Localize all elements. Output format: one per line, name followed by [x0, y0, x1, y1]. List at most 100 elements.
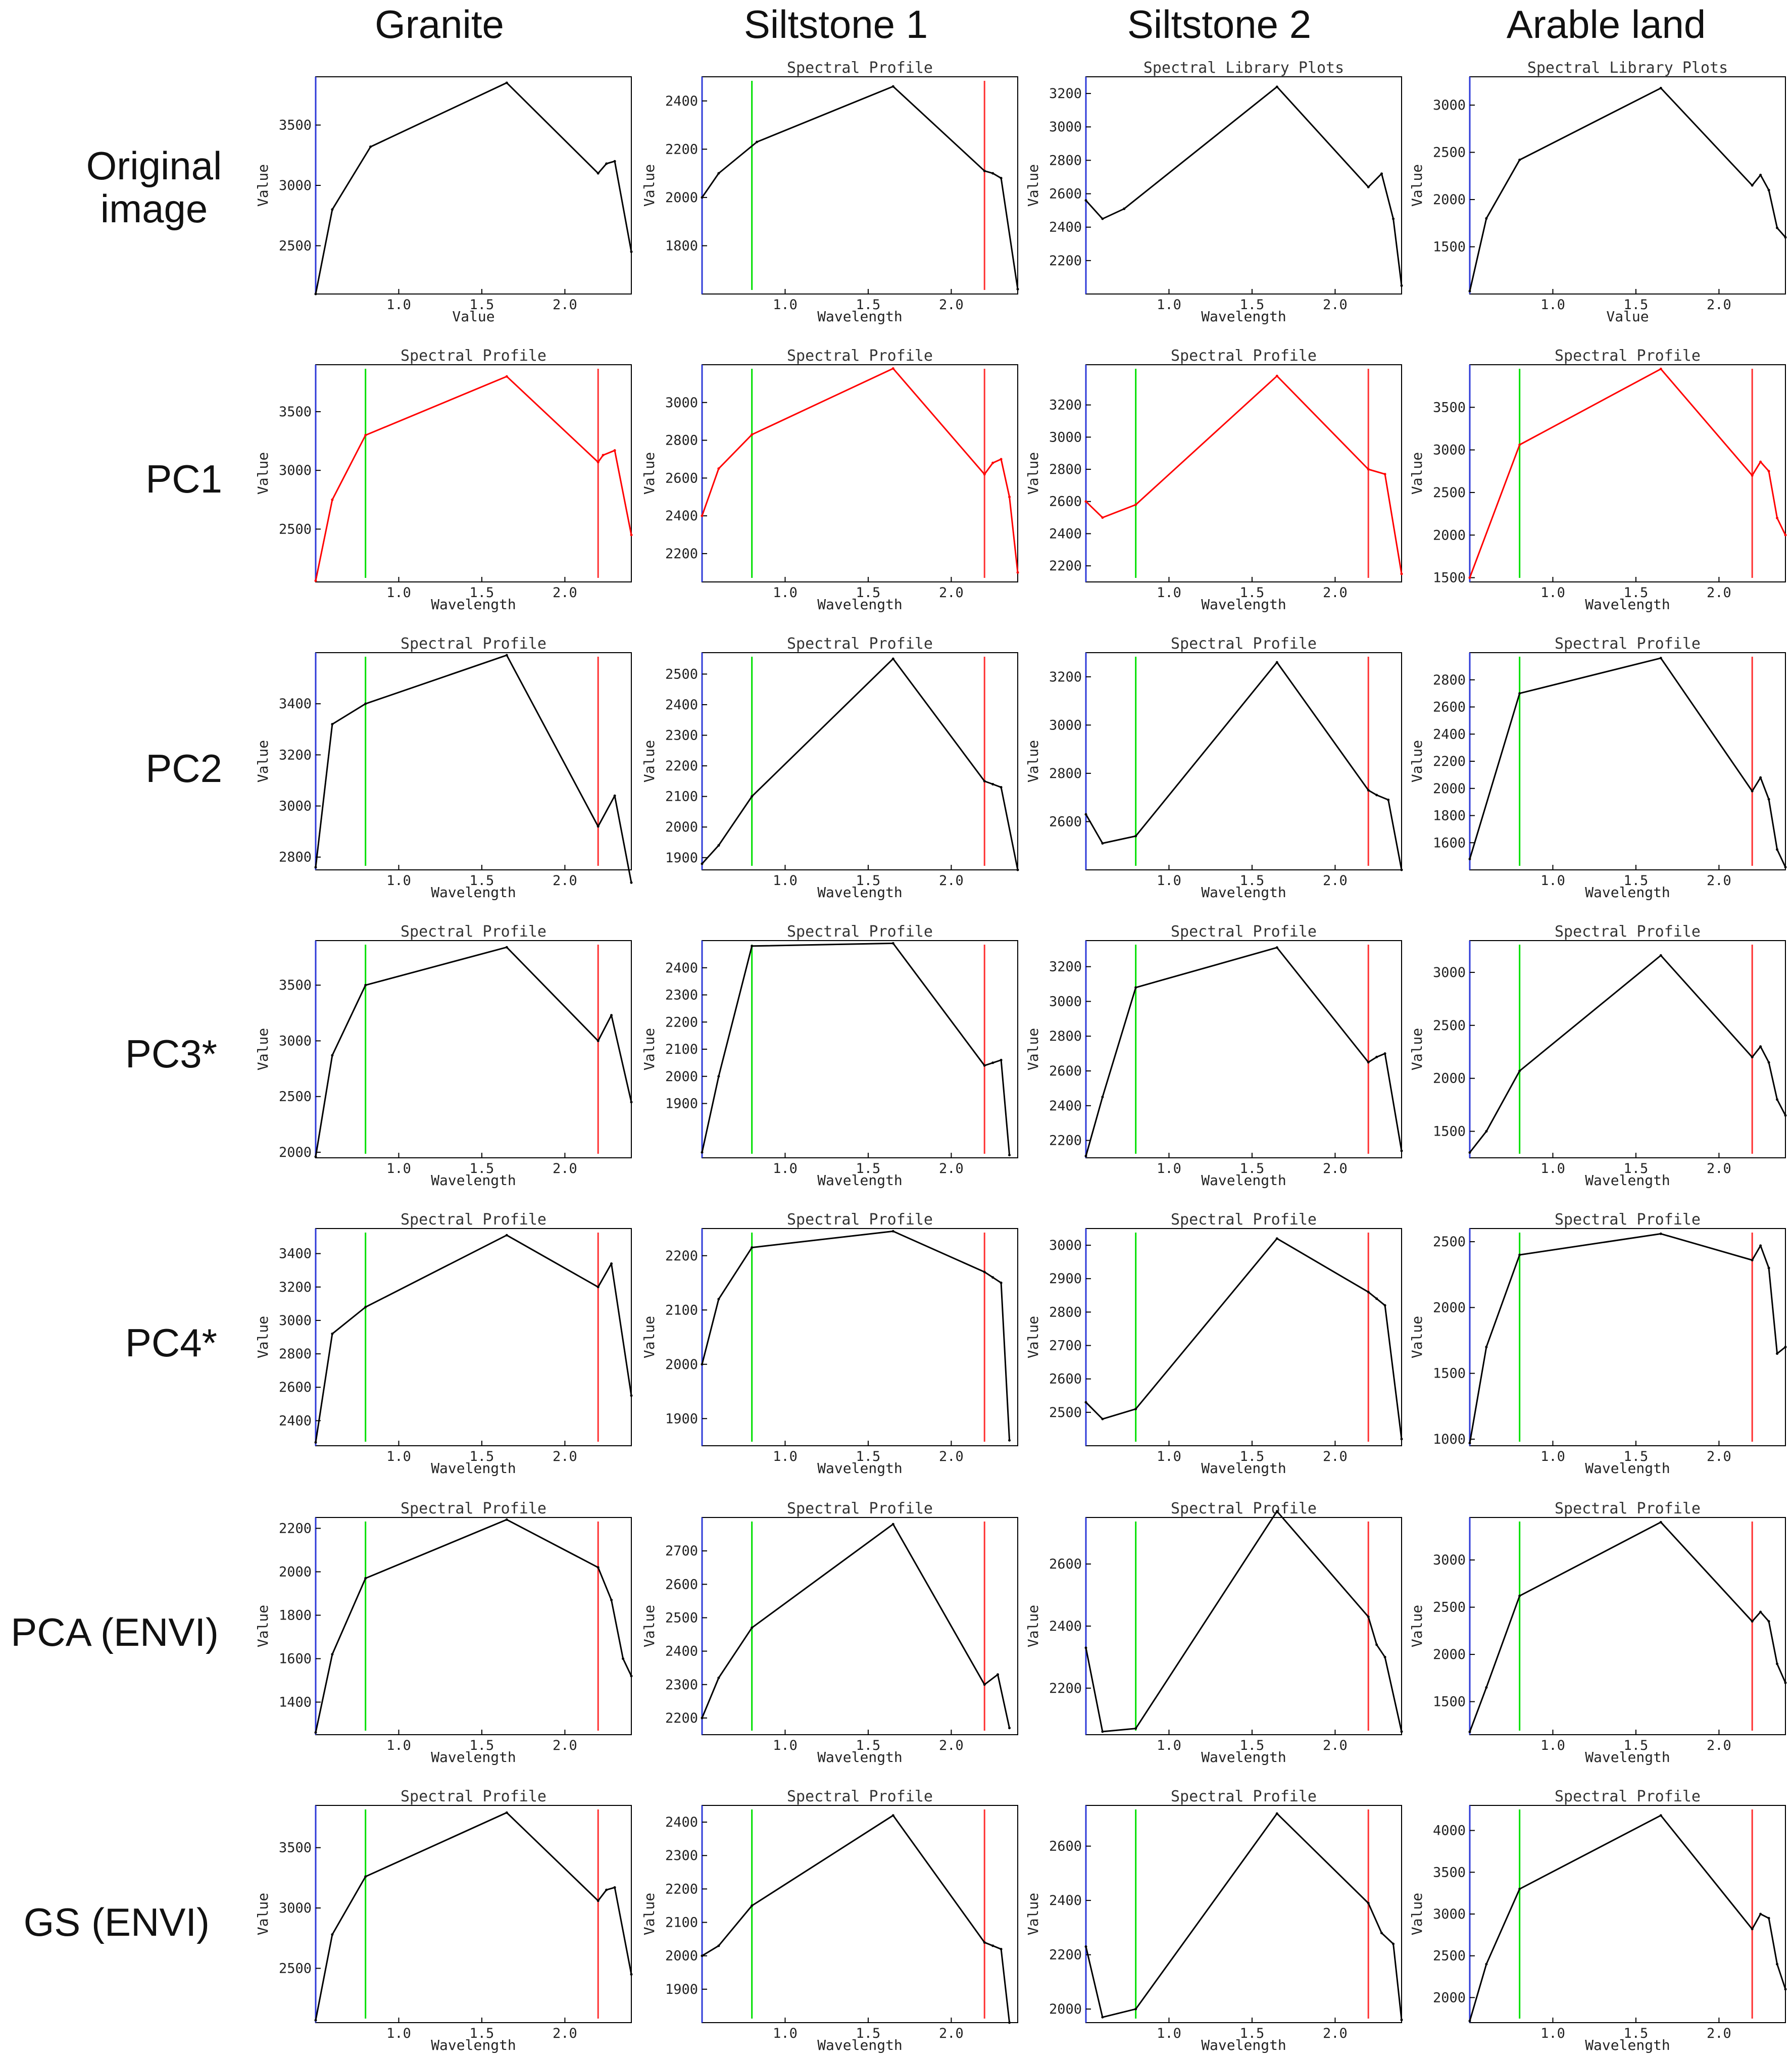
- spectral-chart-4-0: Spectral Profile 2400 2600 2800 3000 3200 3400…: [255, 1211, 633, 1477]
- y-tick-label: 2500: [1049, 1405, 1082, 1420]
- column-header-granite: Granite: [375, 2, 504, 46]
- plot-frame: [1085, 940, 1402, 1158]
- curve-point: [983, 169, 986, 172]
- y-tick-label: 2600: [1049, 186, 1082, 202]
- curve-point: [1000, 177, 1003, 180]
- y-tick-label: 2600: [1049, 814, 1082, 829]
- x-axis-label: Value: [452, 308, 494, 325]
- curve-point: [314, 579, 317, 582]
- chart-title: Spectral Profile: [1171, 635, 1317, 653]
- curve-point: [1767, 1917, 1770, 1920]
- curve-point: [1776, 517, 1779, 520]
- curve-point: [1101, 1730, 1104, 1733]
- y-tick-label: 2000: [1433, 1647, 1466, 1662]
- curve-point: [991, 1944, 994, 1947]
- x-axis-label: Wavelength: [1201, 2037, 1286, 2053]
- x-tick-label: 2.0: [1707, 585, 1731, 601]
- y-tick-label: 2800: [1049, 153, 1082, 168]
- curve-point: [1275, 85, 1278, 88]
- curve-point: [1367, 1061, 1370, 1064]
- curve-point: [1485, 1963, 1488, 1966]
- y-tick-label: 2000: [665, 1069, 698, 1085]
- curve-point: [1387, 798, 1390, 801]
- curve-point: [331, 208, 334, 211]
- curve-point: [364, 1875, 367, 1878]
- y-axis-label: Value: [255, 452, 271, 495]
- curve-point: [1380, 1932, 1383, 1935]
- y-tick-label: 2600: [1049, 1063, 1082, 1079]
- y-tick-label: 2300: [665, 1677, 698, 1693]
- x-tick-label: 1.0: [1540, 1738, 1565, 1753]
- x-tick-label: 1.0: [1540, 1161, 1565, 1176]
- curve-point: [630, 1675, 633, 1678]
- y-tick-label: 2400: [665, 697, 698, 713]
- spectral-curve: [1469, 368, 1786, 578]
- y-tick-label: 3500: [279, 977, 312, 993]
- row-header-gs-envi: GS (ENVI): [24, 1900, 210, 1944]
- x-tick-label: 1.5: [470, 297, 494, 313]
- spectral-chart-4-3: Spectral Profile 1000 1500 2000 2500 1.0 1.5 2.…: [1409, 1211, 1787, 1477]
- curve-point: [1468, 1730, 1471, 1733]
- curve-point: [1400, 284, 1403, 287]
- x-axis-label: Wavelength: [817, 596, 903, 613]
- y-tick-label: 2000: [1049, 2001, 1082, 2017]
- chart-title: Spectral Profile: [401, 347, 546, 365]
- chart-title: Spectral Profile: [1171, 923, 1317, 941]
- x-tick-label: 1.0: [773, 1161, 798, 1176]
- curve-point: [364, 1305, 367, 1308]
- spectral-chart-4-2: Spectral Profile 2500 2600 2700 2800 2900 3000…: [1025, 1211, 1403, 1477]
- y-tick-label: 2200: [1433, 754, 1466, 769]
- spectral-curve: [315, 946, 632, 1157]
- y-tick-label: 3000: [1049, 717, 1082, 733]
- x-tick-label: 1.0: [1540, 873, 1565, 889]
- column-header-siltstone-1: Siltstone 1: [744, 2, 928, 46]
- row-headers: Original image PC1 PC2 PC3* PC4* PCA (EN…: [11, 143, 222, 1944]
- curve-point: [1134, 1727, 1137, 1730]
- row-header-pc2: PC2: [145, 746, 222, 791]
- spectral-curve: [1469, 657, 1786, 868]
- y-axis-label: Value: [641, 1605, 658, 1647]
- x-tick-label: 1.5: [856, 873, 881, 889]
- plot-frame: [1469, 652, 1786, 870]
- y-tick-label: 2000: [1433, 1071, 1466, 1087]
- curve-point: [364, 984, 367, 987]
- curve-point: [701, 196, 704, 199]
- x-tick-label: 2.0: [1707, 1738, 1731, 1753]
- curve-point: [1767, 798, 1770, 801]
- x-tick-label: 1.5: [1240, 2026, 1265, 2041]
- spectral-curve: [1085, 947, 1403, 1157]
- curve-point: [613, 1886, 616, 1889]
- curve-point: [1000, 1059, 1003, 1061]
- y-axis-label: Value: [1025, 1605, 1041, 1647]
- x-tick-label: 1.0: [1540, 585, 1565, 601]
- y-tick-label: 2400: [665, 1644, 698, 1659]
- curve-point: [1767, 1266, 1770, 1269]
- curve-point: [717, 1944, 720, 1947]
- spectral-curve: [315, 375, 632, 581]
- curve-point: [1659, 86, 1662, 89]
- curve-point: [891, 85, 894, 88]
- y-tick-label: 3500: [279, 404, 312, 420]
- curve-point: [1084, 1155, 1087, 1158]
- chart-title: Spectral Profile: [401, 923, 546, 941]
- curve-point: [1518, 1069, 1521, 1072]
- y-tick-label: 2000: [1433, 192, 1466, 208]
- column-headers: Granite Siltstone 1 Siltstone 2 Arable l…: [375, 2, 1706, 46]
- curve-point: [1784, 533, 1787, 536]
- spectral-curve: [1085, 375, 1403, 574]
- y-axis-label: Value: [1025, 1028, 1041, 1070]
- x-axis-label: Wavelength: [1585, 1749, 1670, 1766]
- curve-point: [505, 654, 508, 657]
- curve-point: [630, 1101, 633, 1104]
- x-tick-label: 1.0: [386, 1449, 411, 1464]
- y-tick-label: 2400: [1049, 220, 1082, 235]
- curve-point: [1375, 1055, 1378, 1058]
- y-tick-label: 3200: [1049, 398, 1082, 413]
- curve-point: [613, 160, 616, 163]
- row-header-pca-envi: PCA (ENVI): [11, 1610, 219, 1654]
- chart-title: Spectral Profile: [1171, 1211, 1317, 1229]
- x-tick-label: 1.5: [1240, 873, 1265, 889]
- curve-point: [1485, 1130, 1488, 1133]
- x-tick-label: 2.0: [1707, 1449, 1731, 1464]
- curve-point: [1134, 986, 1137, 989]
